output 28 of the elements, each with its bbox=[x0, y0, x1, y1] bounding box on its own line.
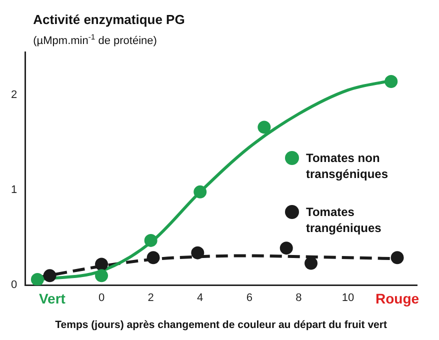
x-axis-title: Temps (jours) après changement de couleur au départ du fruit vert bbox=[55, 319, 388, 331]
point bbox=[95, 258, 108, 271]
legend-label: Tomates non transgéniques bbox=[306, 151, 388, 181]
x-tick-label: 2 bbox=[148, 292, 154, 304]
chart-title: Activité enzymatique PG bbox=[33, 12, 185, 27]
point bbox=[194, 185, 207, 198]
x-tick-label: 8 bbox=[296, 292, 302, 304]
point bbox=[146, 251, 160, 264]
y-tick-label: 2 bbox=[10, 88, 18, 101]
y-tick-label: 0 bbox=[10, 279, 18, 292]
y-tick-label: 1 bbox=[10, 184, 18, 196]
point bbox=[43, 269, 56, 282]
x-tick-label: Rouge bbox=[376, 290, 420, 306]
x-tick-label: 0 bbox=[98, 292, 105, 304]
x-tick-label: 6 bbox=[246, 292, 252, 304]
point bbox=[258, 120, 271, 134]
x-tick-label: 4 bbox=[197, 292, 204, 304]
point bbox=[95, 269, 108, 282]
point bbox=[144, 234, 158, 247]
point bbox=[30, 272, 44, 286]
point bbox=[191, 246, 204, 260]
point bbox=[384, 75, 398, 88]
point bbox=[390, 251, 404, 264]
legend-label: Tomates trangéniques bbox=[306, 205, 382, 235]
point bbox=[304, 256, 318, 270]
x-tick-label: Vert bbox=[38, 290, 66, 306]
point bbox=[280, 242, 293, 255]
x-tick-label: 10 bbox=[342, 292, 354, 304]
